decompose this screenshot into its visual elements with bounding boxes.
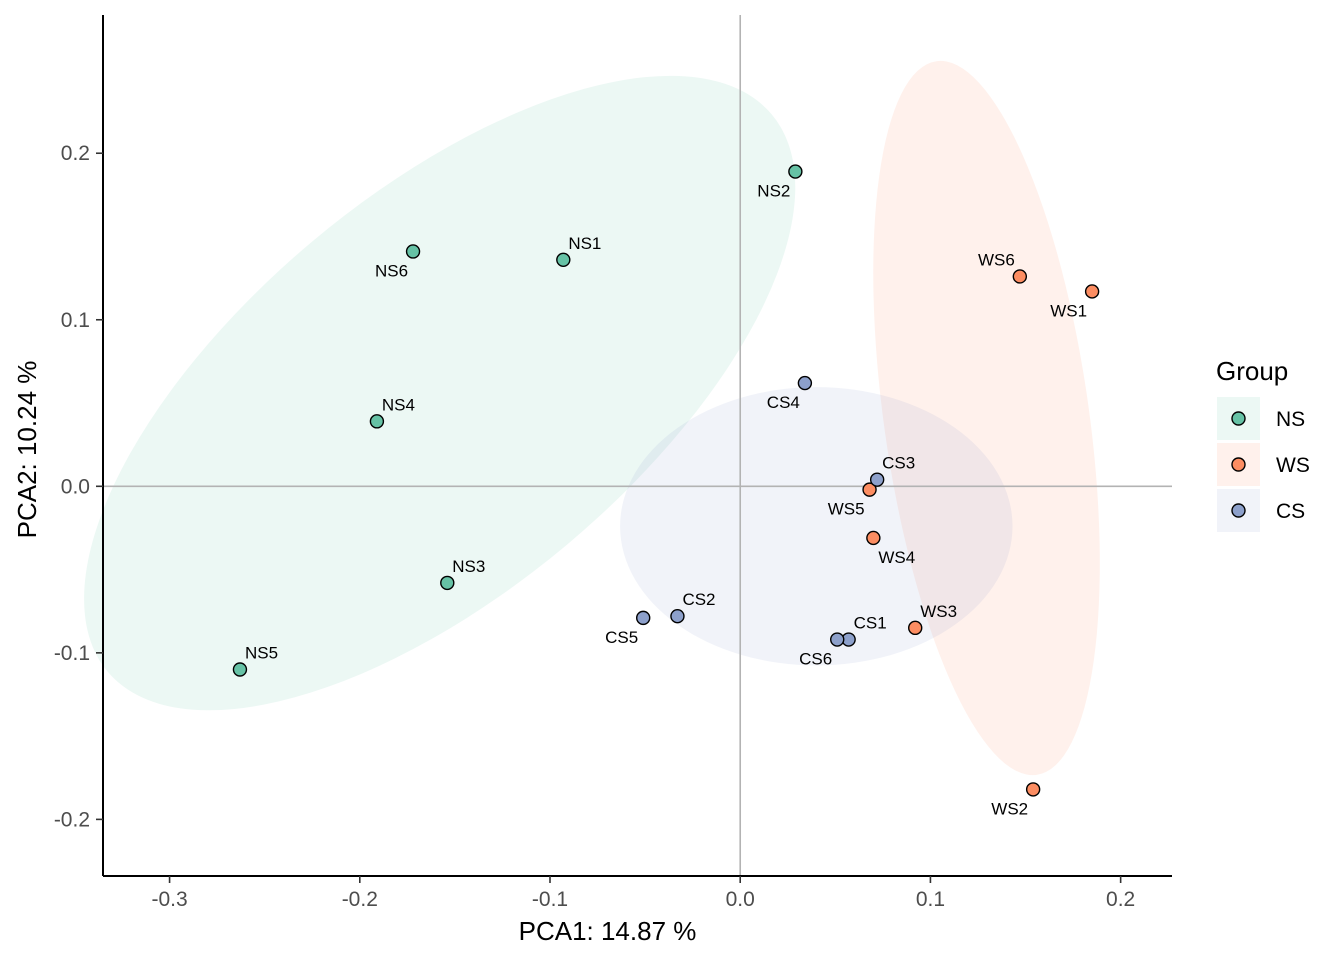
point-label-ns1: NS1 bbox=[568, 234, 601, 253]
y-axis-title: PCA2: 10.24 % bbox=[12, 361, 42, 539]
ellipse-ws bbox=[873, 60, 1100, 776]
point-cs5 bbox=[636, 610, 651, 626]
data-points bbox=[232, 164, 1100, 797]
point-cs4 bbox=[797, 375, 813, 391]
point-label-cs4: CS4 bbox=[767, 393, 800, 412]
point-ws6 bbox=[1012, 269, 1028, 284]
x-tick-label: 0.1 bbox=[916, 888, 945, 911]
point-ns3 bbox=[440, 575, 455, 591]
point-label-ws6: WS6 bbox=[978, 250, 1015, 269]
point-label-ws1: WS1 bbox=[1050, 301, 1087, 320]
legend-point-cs bbox=[1231, 503, 1246, 518]
x-tick-label: -0.2 bbox=[342, 888, 378, 911]
point-label-ns4: NS4 bbox=[382, 395, 415, 414]
legend: Group NS WS CS bbox=[1216, 356, 1310, 532]
point-cs2 bbox=[670, 609, 685, 624]
point-ws2 bbox=[1025, 782, 1041, 797]
ellipse-cs bbox=[620, 387, 1013, 666]
point-label-ns6: NS6 bbox=[375, 261, 408, 280]
point-label-ws4: WS4 bbox=[878, 548, 915, 567]
y-tick-label: -0.2 bbox=[54, 808, 90, 831]
legend-label-ws: WS bbox=[1276, 454, 1310, 477]
axis-ticks: -0.3 -0.2 -0.1 0.0 0.1 0.2 -0.2 -0.1 0.0 0.1 0.2 bbox=[54, 142, 1135, 911]
legend-title: Group bbox=[1216, 356, 1288, 386]
point-label-ws5: WS5 bbox=[828, 500, 865, 519]
y-tick-label: 0.2 bbox=[61, 142, 90, 165]
point-label-cs6: CS6 bbox=[799, 650, 832, 669]
point-ws5 bbox=[862, 482, 877, 497]
y-tick-label: 0.0 bbox=[61, 475, 90, 498]
legend-label-ns: NS bbox=[1276, 408, 1305, 431]
point-label-cs5: CS5 bbox=[605, 628, 638, 647]
point-ns6 bbox=[405, 244, 421, 259]
point-label-cs3: CS3 bbox=[882, 454, 915, 473]
legend-items: NS WS CS bbox=[1217, 397, 1310, 532]
point-label-cs2: CS2 bbox=[682, 590, 715, 609]
point-ws1 bbox=[1084, 284, 1100, 299]
y-tick-label: 0.1 bbox=[61, 309, 90, 332]
point-label-cs1: CS1 bbox=[854, 614, 887, 633]
point-label-ws3: WS3 bbox=[920, 602, 957, 621]
point-label-ns5: NS5 bbox=[245, 643, 278, 662]
reference-lines bbox=[103, 15, 1172, 876]
point-ws3 bbox=[908, 620, 923, 636]
point-labels: NS1 NS2 NS3 NS4 NS5 NS6 WS1 WS2 WS3 WS4 WS5 WS6 CS1 C… bbox=[245, 182, 1087, 819]
x-tick-label: 0.2 bbox=[1106, 888, 1135, 911]
point-cs6 bbox=[830, 632, 845, 647]
x-tick-label: -0.3 bbox=[151, 888, 187, 911]
point-label-ns2: NS2 bbox=[757, 182, 790, 201]
x-tick-label: 0.0 bbox=[726, 888, 755, 911]
axes bbox=[102, 15, 1172, 877]
point-ns1 bbox=[556, 252, 571, 268]
y-tick-label: -0.1 bbox=[54, 642, 90, 665]
point-label-ws2: WS2 bbox=[991, 799, 1028, 818]
point-ns2 bbox=[788, 164, 803, 179]
legend-point-ns bbox=[1231, 411, 1246, 426]
legend-label-cs: CS bbox=[1276, 500, 1305, 523]
confidence-ellipses bbox=[84, 60, 1100, 776]
point-ns5 bbox=[232, 662, 248, 677]
point-cs3 bbox=[869, 472, 885, 487]
point-ws4 bbox=[866, 530, 881, 546]
legend-point-ws bbox=[1231, 457, 1246, 472]
point-ns4 bbox=[369, 414, 385, 429]
x-tick-label: -0.1 bbox=[532, 888, 568, 911]
x-axis-title: PCA1: 14.87 % bbox=[519, 916, 697, 946]
point-label-ns3: NS3 bbox=[452, 557, 485, 576]
ellipse-ns bbox=[84, 75, 796, 711]
